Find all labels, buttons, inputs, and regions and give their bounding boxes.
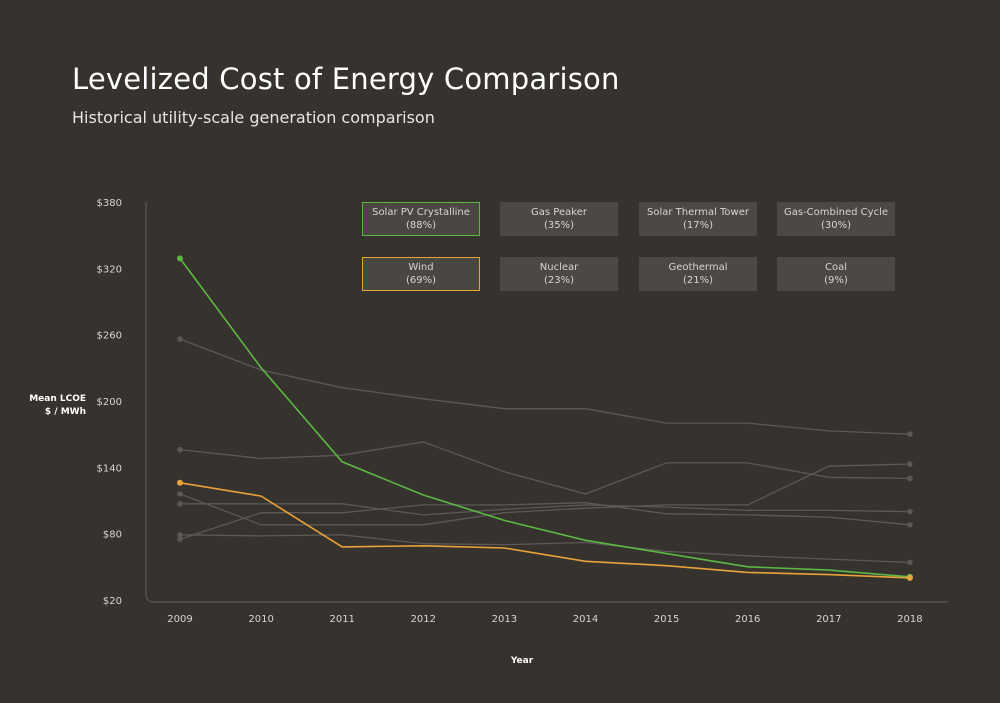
series-start-point (177, 531, 183, 538)
legend-item-percent: (35%) (543, 220, 575, 231)
legend-item-gas-peaker[interactable]: Gas Peaker (35%) (500, 202, 618, 236)
series-start-point (177, 336, 183, 342)
x-tick-label: 2017 (816, 614, 841, 625)
series-end-point (907, 559, 913, 566)
legend-item-geothermal[interactable]: Geothermal (21%) (639, 257, 757, 291)
legend-item-wind[interactable]: Wind (69%) (362, 257, 480, 291)
legend-item-name: Nuclear (539, 262, 579, 273)
x-tick-label: 2012 (411, 614, 436, 625)
y-tick-label: $260 (97, 331, 122, 342)
series-solar-pv-crystalline (177, 255, 913, 580)
series-geothermal (177, 461, 913, 526)
series-start-point (177, 501, 183, 507)
y-axis-label-line-2: $ / MWh (44, 407, 86, 417)
legend-item-solar-thermal-tower[interactable]: Solar Thermal Tower (17%) (639, 202, 757, 236)
legend-item-gas-combined-cycle[interactable]: Gas-Combined Cycle (30%) (777, 202, 895, 236)
legend-item-name: Solar Thermal Tower (647, 207, 749, 218)
series-start-point (177, 479, 183, 486)
series-line-gas-peaker (179, 338, 910, 435)
series-line-geothermal (179, 463, 910, 526)
x-tick-label: 2009 (167, 614, 192, 625)
series-line-coal (180, 503, 910, 516)
legend-item-name: Geothermal (668, 262, 728, 273)
chart-title: Levelized Cost of Energy Comparison (72, 62, 620, 96)
x-tick-label: 2011 (329, 614, 354, 625)
chart-series (177, 255, 913, 581)
legend-item-solar-pv-crystalline[interactable]: Solar PV Crystalline (88%) (362, 202, 480, 236)
series-coal (177, 501, 913, 516)
legend-item-percent: (9%) (824, 275, 848, 286)
series-end-point (907, 522, 913, 528)
series-start-point (177, 446, 183, 453)
legend-item-name: Coal (824, 262, 847, 273)
x-tick-label: 2018 (897, 614, 922, 625)
axis-line (145, 202, 948, 603)
legend-item-percent: (69%) (405, 275, 437, 286)
series-end-point (907, 508, 913, 515)
chart-subtitle: Historical utility-scale generation comp… (72, 108, 435, 127)
x-tick-label: 2010 (248, 614, 273, 625)
legend-item-nuclear[interactable]: Nuclear (23%) (500, 257, 618, 291)
series-start-point (177, 536, 183, 542)
y-axis-label-line-1: Mean LCOE (29, 394, 86, 404)
x-tick-label: 2016 (735, 614, 760, 625)
series-solar-thermal-tower (177, 441, 913, 495)
series-end-point (907, 431, 913, 437)
series-end-point (907, 461, 913, 467)
legend-item-percent: (88%) (405, 220, 437, 231)
legend-item-coal[interactable]: Coal (9%) (777, 257, 895, 291)
series-line-gas-combined-cycle (179, 502, 910, 540)
series-wind (177, 479, 913, 581)
y-tick-label: $380 (97, 198, 122, 209)
chart-ticks: $20 $80 $140 $200 $260 $320 $380 2009 2010 2011 20… (97, 198, 923, 625)
x-tick-label: 2014 (573, 614, 598, 625)
chart-axes (145, 202, 948, 603)
series-start-point (177, 491, 183, 497)
series-end-point (907, 475, 913, 482)
x-tick-label: 2015 (654, 614, 679, 625)
legend-item-percent: (21%) (682, 275, 714, 286)
x-tick-label: 2013 (492, 614, 517, 625)
y-tick-label: $20 (103, 596, 122, 607)
series-nuclear (177, 531, 913, 566)
legend-item-percent: (17%) (682, 220, 714, 231)
series-start-point (177, 255, 183, 262)
legend-item-percent: (30%) (820, 220, 852, 231)
x-axis-label: Year (510, 656, 534, 666)
y-tick-label: $140 (97, 463, 122, 474)
legend-item-percent: (23%) (543, 275, 575, 286)
series-line-wind (179, 482, 910, 579)
y-tick-label: $320 (97, 264, 122, 275)
legend-item-name: Gas Peaker (531, 207, 587, 218)
y-axis-label: Mean LCOE $ / MWh (14, 393, 86, 419)
series-gas-peaker (177, 336, 913, 437)
legend-item-name: Solar PV Crystalline (372, 207, 470, 218)
y-tick-label: $200 (97, 397, 122, 408)
legend-item-name: Gas-Combined Cycle (783, 207, 888, 218)
series-gas-combined-cycle (177, 502, 913, 542)
series-line-solar-thermal-tower (179, 441, 910, 495)
series-line-nuclear (179, 534, 910, 564)
series-line-solar-pv-crystalline (179, 257, 910, 578)
legend-item-name: Wind (408, 262, 434, 273)
y-tick-label: $80 (103, 530, 122, 541)
series-end-point (906, 574, 913, 581)
